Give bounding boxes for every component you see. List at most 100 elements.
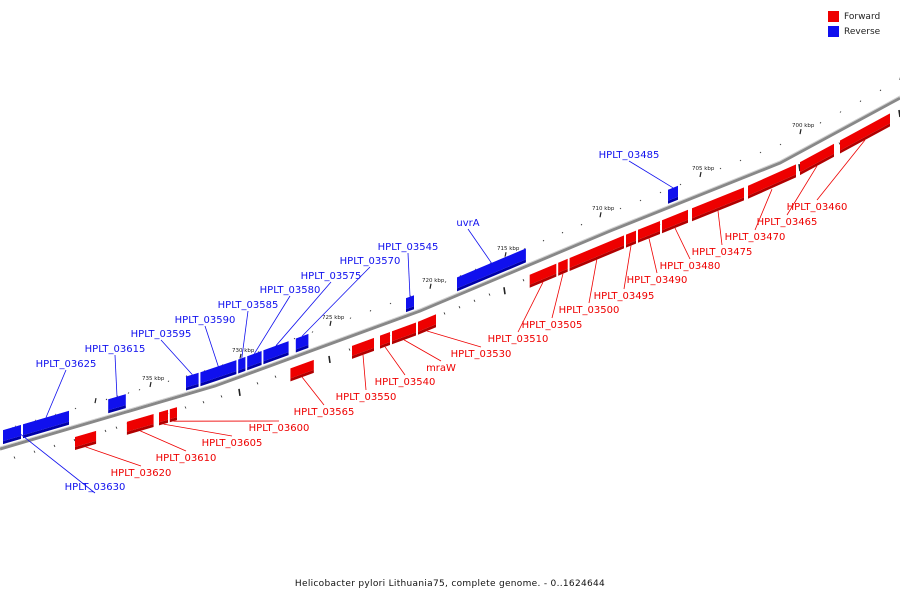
gene-box — [457, 248, 526, 289]
gene-hplt_03630 — [3, 422, 23, 445]
gene-leader-line — [45, 369, 67, 418]
gene-box-side — [380, 341, 390, 349]
gene-mraw — [392, 320, 418, 345]
tick-mark — [839, 111, 842, 113]
tick-mark — [185, 375, 188, 377]
tick-mark — [389, 302, 392, 305]
tick-mark — [444, 281, 447, 283]
gene-uvra — [457, 246, 528, 292]
gene-box — [418, 314, 436, 332]
gene-box-side — [75, 440, 97, 451]
tick-mark — [779, 143, 782, 146]
gene-leader-line — [301, 266, 371, 337]
tick-mark — [679, 183, 682, 186]
gene-label: HPLT_03585 — [218, 300, 279, 311]
tick-mark — [238, 388, 241, 396]
gene-box-shine — [392, 320, 418, 332]
gene-box-side — [392, 332, 416, 345]
gene-label: HPLT_03510 — [488, 334, 549, 345]
gene-leader-line — [674, 227, 691, 260]
gene-box — [668, 185, 678, 201]
gene-leader-line — [588, 259, 598, 304]
gene-box-side — [668, 196, 678, 204]
gene-label: HPLT_03590 — [175, 315, 236, 326]
gene-box — [247, 350, 262, 368]
gene-label: HPLT_03495 — [594, 291, 655, 302]
gene-label: HPLT_03545 — [378, 242, 439, 253]
gene-label: HPLT_03620 — [111, 468, 172, 479]
gene-leader-line — [11, 427, 96, 494]
gene-box — [126, 413, 154, 432]
gene-box — [392, 322, 416, 342]
gene-box-side — [3, 435, 21, 445]
gene-label: HPLT_03580 — [260, 285, 321, 296]
gene-label: HPLT_03530 — [451, 349, 512, 360]
tick-mark — [349, 317, 352, 319]
tick-mark — [504, 252, 507, 258]
tick-mark — [488, 293, 491, 296]
gene-leader-line — [407, 252, 411, 297]
gene-leader-line — [623, 245, 632, 290]
gene-box-shine — [840, 111, 892, 141]
gene-box-side — [126, 423, 154, 435]
gene-label: HPLT_03480 — [660, 261, 721, 272]
tick-mark — [220, 395, 223, 398]
gene-box-side — [406, 306, 414, 313]
gene-box — [159, 409, 168, 423]
gene-label: HPLT_03505 — [522, 320, 583, 331]
gene-hplt_03540 — [380, 329, 392, 349]
gene-box-shine — [380, 329, 392, 336]
gene-box-shine — [692, 185, 746, 209]
gene-box — [692, 187, 744, 219]
gene-box-side — [529, 273, 557, 288]
tick-mark — [167, 380, 170, 383]
tick-marks: 735 kbp 730 kbp 725 kbp 720 kbp 715 kbp 710 k… — [13, 76, 900, 459]
gene-box — [380, 331, 390, 346]
tick-mark — [473, 299, 476, 303]
tick-mark — [348, 348, 351, 351]
gene-leader-line — [551, 273, 564, 319]
gene-label: HPLT_03550 — [336, 392, 397, 403]
tick-mark — [474, 268, 477, 271]
genome-backbone — [0, 96, 900, 451]
gene-box — [638, 221, 660, 240]
gene-label: HPLT_03470 — [725, 232, 786, 243]
gene-labels: HPLT_03460 HPLT_03465 HPLT_03470 HPLT_03475… — [11, 139, 866, 494]
tick-mark — [699, 171, 702, 178]
gene-hplt_03485 — [668, 183, 680, 204]
gene-label: HPLT_03600 — [249, 423, 310, 434]
gene-box — [352, 337, 374, 356]
gene-box-side — [569, 245, 624, 272]
gene-box-shine — [418, 312, 438, 322]
tick-label: 700 kbp — [792, 123, 815, 129]
gene-box-shine — [668, 183, 680, 190]
gene-hplt_03490 — [638, 219, 662, 243]
gene-label: HPLT_03490 — [627, 275, 688, 286]
gene-box — [529, 263, 557, 285]
gene-box-side — [662, 219, 688, 234]
gene-label: uvrA — [456, 218, 479, 229]
gene-box-side — [800, 153, 834, 176]
gene-box-shine — [748, 162, 798, 186]
legend: Forward Reverse — [828, 9, 890, 39]
gene-box-side — [558, 268, 568, 276]
tick-label: 735 kbp — [142, 376, 165, 382]
legend-label: Reverse — [844, 26, 881, 37]
tick-mark — [639, 199, 642, 202]
gene-box — [200, 360, 237, 384]
tick-mark — [149, 381, 152, 388]
tick-mark — [73, 438, 76, 442]
gene-label: mraW — [426, 363, 456, 374]
gene-hplt_03465 — [800, 141, 836, 176]
tick-mark — [799, 129, 802, 135]
gene-box-side — [247, 361, 262, 371]
tick-label: 705 kbp — [692, 166, 715, 172]
gene-hplt_03585 — [238, 354, 248, 374]
tick-mark — [580, 223, 583, 226]
gene-box-shine — [238, 354, 248, 360]
gene-box-side — [238, 367, 246, 374]
gene-box-shine — [186, 370, 201, 377]
gene-leader-line — [301, 376, 325, 406]
gene-hplt_03565 — [290, 357, 316, 382]
gene-label: HPLT_03575 — [301, 271, 362, 282]
